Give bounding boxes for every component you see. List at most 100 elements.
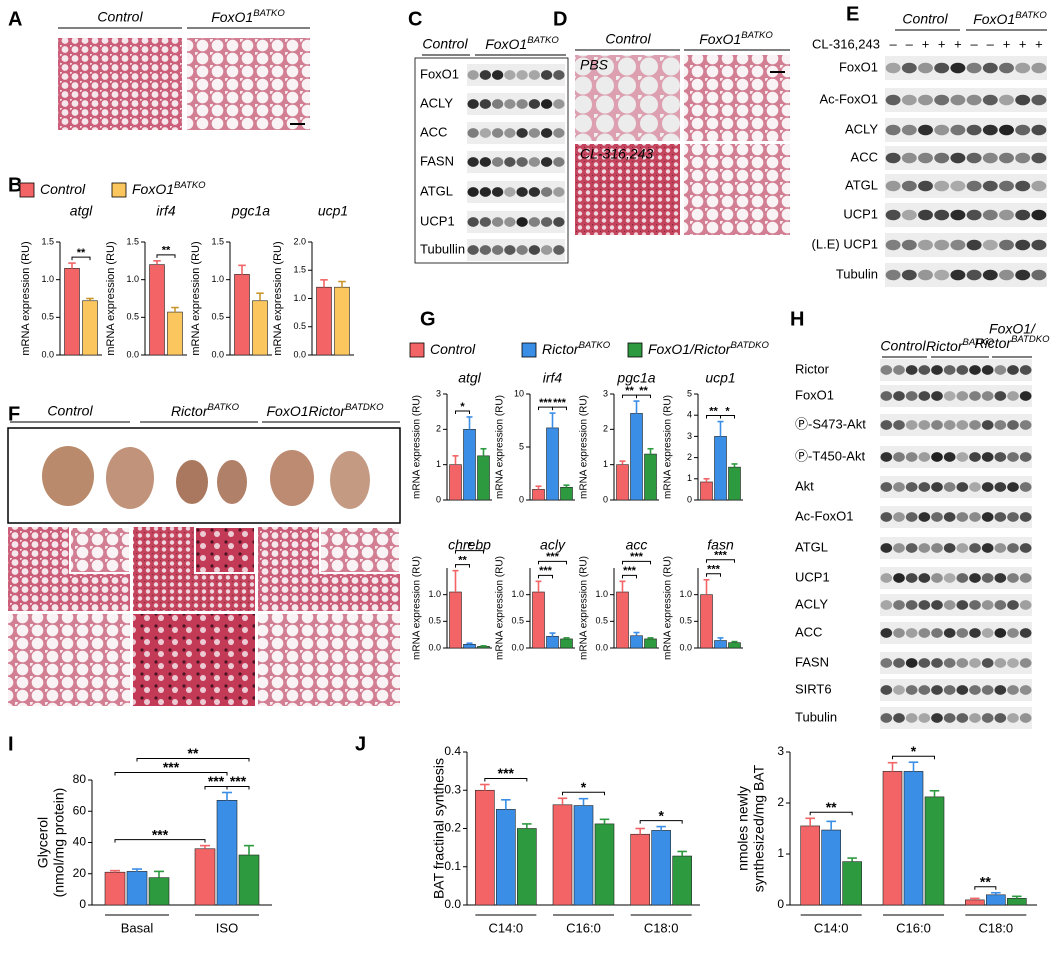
blot-band (1007, 512, 1019, 522)
blot-band (1007, 482, 1019, 492)
blot-band (479, 128, 492, 138)
blot-band (491, 187, 504, 197)
blot-band (553, 128, 565, 138)
y-tick-label: 1.5 (211, 236, 224, 246)
blot-band (966, 269, 982, 281)
significance-bracket (455, 550, 484, 554)
x-group-label: C18:0 (978, 920, 1013, 935)
legend-label-main: FoxO1/Rictor (648, 341, 732, 357)
blot-band (880, 365, 893, 375)
treatment-sign: + (1003, 36, 1011, 51)
significance-label: ** (458, 555, 467, 567)
subplot-title: ucp1 (705, 370, 735, 386)
blot-band (880, 391, 893, 401)
y-axis-label: mRNA expression (RU) (495, 556, 506, 660)
blot-band (893, 573, 905, 583)
x-group-label: ISO (216, 920, 238, 935)
blot-band (943, 628, 956, 638)
blot-band (885, 152, 901, 164)
x-group-label: C14:0 (488, 920, 523, 935)
blot-band (1031, 94, 1047, 106)
significance-bracket (114, 772, 228, 776)
y-tick-label: 0.0 (41, 349, 54, 359)
blot-band (893, 512, 905, 522)
blot-band (901, 209, 917, 221)
blot-band (969, 713, 981, 723)
treatment-sign: + (954, 36, 962, 51)
blot-band (956, 391, 969, 401)
tissue-photo (106, 447, 154, 509)
blot-band (553, 187, 565, 197)
y-tick-label: 1.5 (126, 236, 139, 246)
significance-label: ** (162, 245, 171, 257)
significance-label: *** (539, 397, 553, 409)
y-tick-label: 2 (777, 795, 784, 809)
blot-band (956, 713, 969, 723)
bar (672, 855, 692, 906)
y-tick-label: 1.0 (428, 589, 441, 599)
blot-band (504, 70, 516, 80)
y-tick-label: 3 (436, 388, 441, 398)
blot-band (516, 245, 528, 255)
blot-band (1031, 152, 1047, 164)
blot-label: ACC (420, 124, 447, 139)
blot-band (994, 420, 1007, 430)
blot-band (943, 452, 956, 462)
blot-band (918, 628, 931, 638)
blot-band (969, 685, 981, 695)
histology-image (575, 144, 680, 235)
blot-band (943, 391, 956, 401)
blot-band (905, 391, 918, 401)
bar (82, 300, 98, 356)
y-axis-label: mRNA expression (RU) (579, 395, 590, 499)
blot-label: Ⓟ-T450-Akt (795, 448, 865, 463)
subplot-title: atgl (458, 370, 481, 386)
group-header-main: Rictor (975, 335, 1013, 351)
blot-band (1007, 658, 1019, 668)
blot-label: ATGL (795, 539, 828, 554)
subplot-title: irf4 (543, 370, 563, 386)
blot-band (540, 217, 553, 227)
y-axis-label: mRNA expression (RU) (663, 395, 674, 499)
blot-band (999, 94, 1014, 106)
blot-band (905, 573, 918, 583)
y-axis-label: mRNA expression (RU) (20, 241, 32, 355)
blot-band (893, 365, 905, 375)
legend-label-main: FoxO1 (132, 181, 174, 197)
blot-band (905, 713, 918, 723)
blot-band (918, 420, 931, 430)
significance-label: *** (163, 759, 180, 775)
blot-band (467, 128, 479, 138)
y-tick-label: 1.0 (511, 589, 524, 599)
y-tick-label: 0 (603, 494, 608, 504)
y-tick-label: 0.0 (444, 897, 461, 911)
panel-label: F (8, 403, 20, 425)
blot-band (981, 713, 994, 723)
blot-band (479, 99, 492, 109)
y-tick-label: 0.0 (211, 349, 224, 359)
significance-label: ** (625, 385, 634, 397)
blot-band (1031, 209, 1047, 221)
legend-label: Control (40, 181, 86, 197)
blot-band (516, 217, 528, 227)
y-tick-label: 3 (603, 388, 608, 398)
bar (104, 871, 126, 906)
group-header: FoxO1BATKO (485, 35, 559, 52)
blot-band (901, 269, 917, 281)
bar (728, 466, 741, 501)
y-axis-label: mRNA expression (RU) (190, 241, 202, 355)
bar (560, 486, 573, 501)
blot-band (893, 685, 905, 695)
blot-band (1007, 365, 1019, 375)
blot-band (901, 180, 917, 192)
blot-strip (467, 93, 565, 115)
y-tick-label: 1.0 (41, 274, 54, 284)
blot-label: Ac-FoxO1 (819, 91, 878, 106)
group-header: Control (880, 338, 926, 354)
y-tick-label: 1.5 (41, 236, 54, 246)
blot-band (905, 420, 918, 430)
significance-label: *** (152, 826, 169, 842)
blot-band (540, 245, 553, 255)
significance-label: ** (980, 873, 991, 889)
